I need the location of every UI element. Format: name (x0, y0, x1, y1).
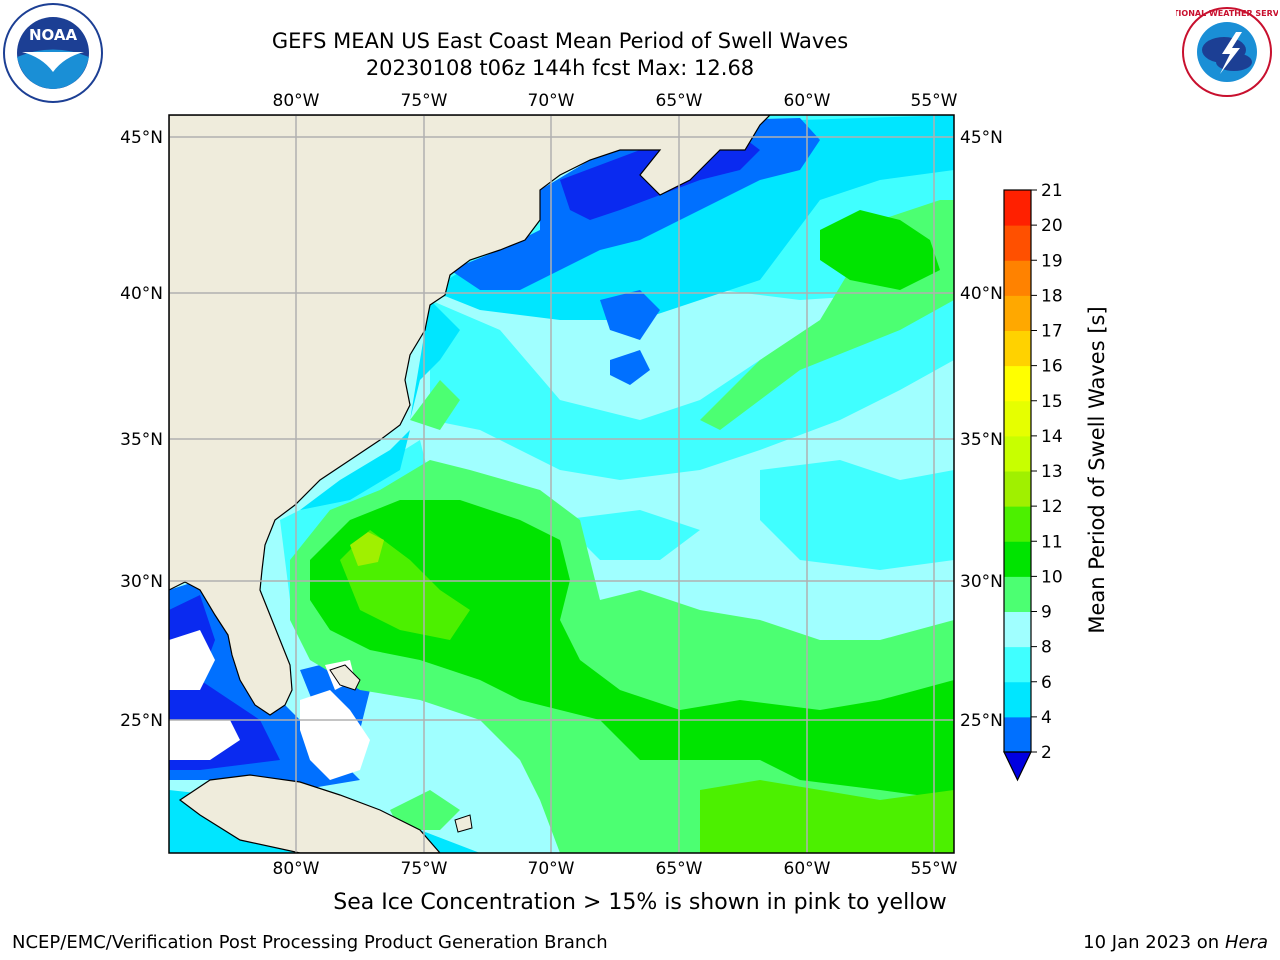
lat-label: 35°N (120, 430, 163, 450)
lon-label: 80°W (273, 859, 320, 879)
map-area (169, 115, 954, 853)
colorbar-segment (1004, 330, 1031, 367)
colorbar-segment (1004, 646, 1031, 683)
colorbar-tick-label: 11 (1041, 532, 1063, 552)
lon-label: 55°W (911, 859, 958, 879)
noaa-text: NOAA (29, 26, 78, 44)
swell-zone-4-6 (410, 300, 460, 420)
lon-label: 60°W (784, 91, 831, 111)
colorbar-segment (1004, 260, 1031, 296)
no-data-area (169, 720, 240, 760)
colorbar-tick-label: 8 (1041, 638, 1052, 658)
swell-zone-10-11 (820, 210, 940, 290)
chart-title: GEFS MEAN US East Coast Mean Period of S… (271, 29, 849, 53)
colorbar-tick-label: 14 (1041, 427, 1063, 447)
lon-label: 70°W (528, 859, 575, 879)
lon-label: 65°W (656, 859, 703, 879)
swell-zone-2-4 (610, 350, 650, 385)
colorbar-segment (1004, 225, 1031, 261)
colorbar-segment (1004, 295, 1031, 331)
land-bahamas (454, 814, 473, 833)
footer-date: 10 Jan 2023 on Hera (1083, 932, 1268, 953)
colorbar-tick-label: 15 (1041, 392, 1063, 412)
nws-logo: NATIONAL WEATHER SERVICE (1176, 7, 1278, 97)
lat-label: 30°N (120, 572, 163, 592)
lat-label: 40°N (120, 284, 163, 304)
colorbar-tick-label: 20 (1041, 216, 1063, 236)
lon-labels-top: 80°W 75°W 70°W 65°W 60°W 55°W (273, 91, 958, 111)
colorbar-tick-label: 16 (1041, 357, 1063, 377)
colorbar-tick-label: 21 (1041, 181, 1063, 201)
colorbar-segment (1004, 190, 1031, 226)
footer-machine: Hera (1224, 932, 1268, 953)
map-frame (168, 114, 955, 854)
colorbar-tick-label: 18 (1041, 286, 1063, 306)
colorbar-tick-label: 2 (1041, 743, 1052, 763)
colorbar-segment (1004, 471, 1031, 507)
lat-labels-right: 45°N 40°N 35°N 30°N 25°N (960, 128, 1003, 731)
colorbar-segment (1004, 365, 1031, 402)
swell-zone-6-8 (560, 510, 700, 560)
swell-zone-12-13 (350, 532, 384, 566)
land-cuba (178, 774, 441, 853)
colorbar-segment (1004, 611, 1031, 648)
lon-label: 55°W (911, 91, 958, 111)
colorbar-tick-label: 10 (1041, 567, 1063, 587)
swell-zone-11-12 (700, 780, 954, 853)
footer-date-text: 10 Jan 2023 on (1083, 932, 1225, 953)
colorbar-tick-label: 4 (1041, 708, 1052, 728)
colorbar-tick-label: 19 (1041, 251, 1063, 271)
footer-credit: NCEP/EMC/Verification Post Processing Pr… (12, 932, 608, 953)
colorbar-segment (1004, 681, 1031, 718)
colorbar: 2 4 6 8 9 10 11 12 13 14 15 16 17 18 19 20 21 (1003, 181, 1063, 782)
lat-label: 25°N (120, 711, 163, 731)
colorbar-tick-label: 6 (1041, 673, 1052, 693)
lat-label: 40°N (960, 284, 1003, 304)
swell-zone-9-10 (390, 790, 460, 830)
land-north-america (169, 115, 771, 716)
colorbar-title: Mean Period of Swell Waves [s] (1085, 306, 1109, 634)
lon-label: 65°W (656, 91, 703, 111)
swell-zone-2-4 (600, 290, 660, 340)
colorbar-tick-label: 13 (1041, 462, 1063, 482)
swell-zone-9-10 (410, 380, 460, 430)
colorbar-segment (1004, 716, 1031, 753)
graticule (169, 115, 954, 853)
colorbar-segment (1004, 400, 1031, 437)
lat-label: 35°N (960, 430, 1003, 450)
svg-text:NATIONAL WEATHER SERVICE: NATIONAL WEATHER SERVICE (1176, 9, 1278, 18)
lat-label: 25°N (960, 711, 1003, 731)
lon-label: 75°W (401, 91, 448, 111)
lon-labels-bottom: 80°W 75°W 70°W 65°W 60°W 55°W (273, 859, 958, 879)
colorbar-tick-label: 12 (1041, 497, 1063, 517)
colorbar-segment (1004, 435, 1031, 472)
colorbar-segment (1004, 576, 1031, 612)
lon-label: 60°W (784, 859, 831, 879)
lon-label: 70°W (528, 91, 575, 111)
chart-subtitle: 20230108 t06z 144h fcst Max: 12.68 (365, 56, 755, 80)
lat-labels-left: 45°N 40°N 35°N 30°N 25°N (120, 128, 163, 731)
no-data-area (169, 630, 215, 690)
colorbar-under-arrow (1003, 751, 1032, 782)
colorbar-segment (1004, 541, 1031, 577)
no-data-area (300, 690, 370, 780)
swell-zone-6-8 (760, 460, 954, 570)
lat-label: 45°N (120, 128, 163, 148)
swell-zone-10-11 (310, 500, 954, 800)
noaa-logo: NOAA (3, 3, 103, 103)
lat-label: 30°N (960, 572, 1003, 592)
colorbar-tick-label: 17 (1041, 322, 1063, 342)
sea-ice-note: Sea Ice Concentration > 15% is shown in … (333, 890, 947, 915)
land-bahamas (329, 664, 361, 691)
colorbar-segment (1004, 506, 1031, 542)
colorbar-tick-label: 9 (1041, 603, 1052, 623)
swell-zone-4-6 (300, 430, 410, 510)
lon-label: 80°W (273, 91, 320, 111)
lon-label: 75°W (401, 859, 448, 879)
lat-label: 45°N (960, 128, 1003, 148)
